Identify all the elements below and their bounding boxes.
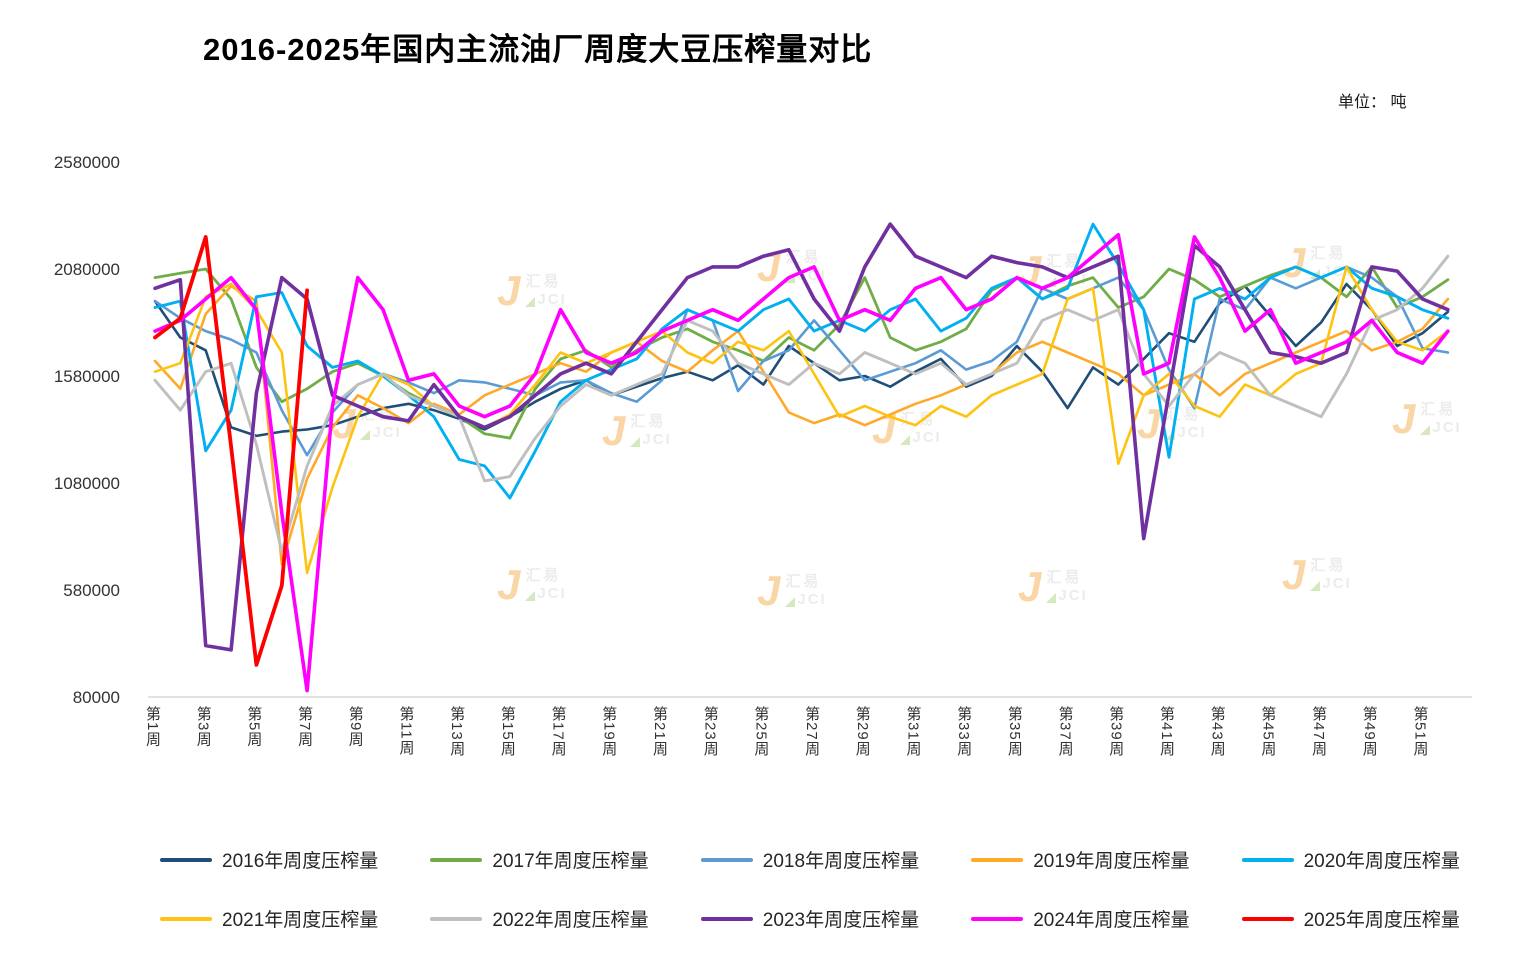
x-axis-tick-label: 第9周 [346,706,364,748]
x-axis-tick-label: 第5周 [245,706,263,748]
legend-item-2020: 2020年周度压榨量 [1241,846,1512,873]
series-line-2023 [153,222,1450,652]
x-axis-tick-label: 第39周 [1107,706,1125,757]
legend-swatch-2017 [430,857,483,862]
legend-swatch-2021 [160,916,212,921]
legend-swatch-2025 [1241,916,1294,921]
x-axis-tick-label: 第19周 [600,706,618,757]
series-line-2019 [153,284,1450,566]
x-axis-tick-label: 第25周 [752,706,770,757]
legend-label-2016: 2016年周度压榨量 [222,851,379,872]
x-axis-tick-label: 第49周 [1360,706,1378,757]
x-axis-tick-label: 第11周 [397,706,415,756]
chart-legend: 2016年周度压榨量 2017年周度压榨量 2018年周度压榨量 2019年周度压榨量… [160,846,1512,932]
legend-swatch-2024 [971,916,1024,921]
series-line-2025 [153,234,310,667]
legend-label-2022: 2022年周度压榨量 [492,910,649,931]
series-line-2022 [153,254,1450,553]
x-axis-tick-label: 第3周 [194,706,212,748]
legend-swatch-2019 [971,857,1024,862]
legend-item-2021: 2021年周度压榨量 [160,905,430,932]
series-line-2024 [153,233,1450,693]
legend-swatch-2023 [700,916,753,921]
legend-item-2022: 2022年周度压榨量 [430,905,700,932]
legend-label-2020: 2020年周度压榨量 [1303,851,1460,872]
x-axis-tick-label: 第1周 [144,706,161,748]
x-axis-tick-label: 第15周 [498,706,516,757]
legend-label-2023: 2023年周度压榨量 [762,910,920,931]
legend-item-2024: 2024年周度压榨量 [971,905,1241,932]
x-axis-tick-label: 第27周 [803,706,821,757]
legend-item-2023: 2023年周度压榨量 [700,905,971,932]
legend-label-2017: 2017年周度压榨量 [492,851,649,872]
x-axis-tick-label: 第31周 [904,706,922,757]
y-axis-tick-label: 580000 [63,581,120,600]
x-axis-tick-label: 第17周 [549,706,567,757]
x-axis-tick-label: 第7周 [296,706,314,748]
legend-item-2019: 2019年周度压榨量 [971,846,1241,873]
legend-item-2017: 2017年周度压榨量 [430,846,700,873]
x-axis-tick-label: 第41周 [1158,706,1175,757]
legend-label-2025: 2025年周度压榨量 [1303,910,1460,931]
y-axis-tick-label: 1080000 [54,474,120,493]
x-axis-tick-label: 第51周 [1411,706,1429,757]
chart-title: 2016-2025年国内主流油厂周度大豆压榨量对比 [203,32,873,67]
series-line-2016 [153,282,1450,438]
x-axis-tick-label: 第47周 [1310,706,1328,757]
x-axis-tick-label: 第23周 [701,706,719,757]
legend-label-2019: 2019年周度压榨量 [1033,851,1190,872]
series-line-2020 [153,222,1450,500]
legend-swatch-2022 [430,916,483,921]
y-axis-tick-label: 2580000 [54,153,120,172]
legend-item-2016: 2016年周度压榨量 [160,846,430,873]
x-axis-tick-label: 第43周 [1208,706,1226,757]
legend-item-2018: 2018年周度压榨量 [700,846,971,873]
x-axis-tick-label: 第29周 [853,706,871,757]
x-axis-tick-label: 第33周 [955,706,973,757]
x-axis-tick-label: 第45周 [1259,706,1277,757]
series-line-2021 [153,265,1450,575]
x-axis-tick-label: 第21周 [651,706,668,757]
y-axis-tick-label: 80000 [73,688,120,707]
legend-label-2024: 2024年周度压榨量 [1033,910,1190,931]
legend-swatch-2020 [1241,857,1294,862]
legend-swatch-2018 [700,857,753,862]
x-axis-tick-label: 第35周 [1005,706,1023,757]
x-axis-tick-label: 第37周 [1056,706,1074,757]
legend-item-2025: 2025年周度压榨量 [1241,905,1512,932]
x-axis-tick-label: 第13周 [448,706,466,757]
y-axis-tick-label: 2080000 [54,260,120,279]
unit-label: 单位： 吨 [1338,94,1407,111]
legend-label-2021: 2021年周度压榨量 [222,910,379,931]
legend-label-2018: 2018年周度压榨量 [762,851,920,872]
legend-swatch-2016 [160,857,212,862]
y-axis-tick-label: 1580000 [54,367,120,386]
